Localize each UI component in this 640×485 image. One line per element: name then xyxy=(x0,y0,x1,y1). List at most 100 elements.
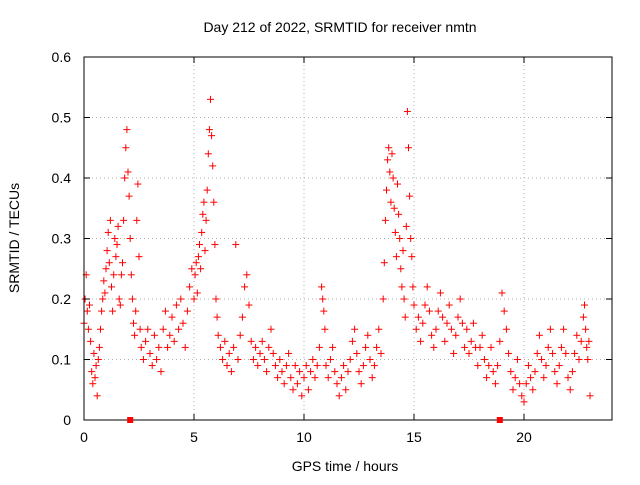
data-point xyxy=(177,295,185,303)
data-point xyxy=(241,283,249,291)
data-point xyxy=(478,331,486,339)
data-point xyxy=(439,313,447,321)
data-point xyxy=(114,222,122,230)
data-point xyxy=(549,349,557,357)
data-point xyxy=(123,126,131,134)
data-point xyxy=(571,349,579,357)
data-point xyxy=(489,368,497,376)
data-point xyxy=(193,289,201,297)
data-point xyxy=(553,380,561,388)
data-point xyxy=(172,301,180,309)
data-point xyxy=(353,349,361,357)
data-point xyxy=(511,374,519,382)
data-point xyxy=(276,356,284,363)
data-point xyxy=(101,289,109,297)
data-point xyxy=(394,180,401,188)
data-point xyxy=(212,295,220,303)
x-tick-label: 15 xyxy=(406,429,422,445)
data-point xyxy=(581,301,588,309)
data-point xyxy=(513,356,521,363)
y-tick-label: 0.5 xyxy=(52,110,72,126)
data-point xyxy=(318,283,326,291)
data-point xyxy=(441,337,449,345)
data-point xyxy=(522,380,530,388)
data-point xyxy=(542,362,550,370)
data-point xyxy=(188,265,196,273)
data-point xyxy=(135,253,143,261)
data-point xyxy=(319,295,327,303)
data-point xyxy=(364,331,372,339)
data-point xyxy=(391,228,399,236)
axis-marker xyxy=(496,417,503,423)
data-point xyxy=(293,380,301,388)
data-point xyxy=(219,356,227,363)
data-point xyxy=(208,132,216,140)
data-point xyxy=(315,343,323,351)
data-point xyxy=(379,295,387,303)
data-point xyxy=(263,368,271,376)
data-point xyxy=(216,343,224,351)
data-point xyxy=(380,259,388,267)
data-point xyxy=(260,356,268,363)
data-point xyxy=(133,216,141,224)
data-point xyxy=(454,313,462,321)
data-point xyxy=(300,374,308,382)
data-point xyxy=(403,107,411,115)
data-point xyxy=(348,337,356,345)
data-point xyxy=(110,271,118,279)
data-point xyxy=(566,386,574,394)
data-point xyxy=(507,368,515,376)
data-point xyxy=(252,343,260,351)
data-point xyxy=(331,368,339,376)
data-point xyxy=(88,368,96,376)
data-point xyxy=(430,343,438,351)
data-point xyxy=(157,368,165,376)
y-tick-label: 0.4 xyxy=(52,170,72,186)
data-point xyxy=(103,247,111,255)
data-point xyxy=(192,259,200,267)
data-point xyxy=(368,374,376,382)
data-point xyxy=(392,253,400,261)
data-point xyxy=(278,368,286,376)
data-point xyxy=(586,392,594,400)
data-point xyxy=(202,216,210,224)
data-point xyxy=(500,307,508,315)
data-point xyxy=(142,337,150,345)
data-point xyxy=(412,325,420,333)
data-point xyxy=(131,331,139,339)
data-point xyxy=(225,349,233,357)
data-point xyxy=(136,325,144,333)
data-point xyxy=(575,356,583,363)
data-point xyxy=(121,174,129,182)
data-point xyxy=(456,295,464,303)
data-point xyxy=(582,325,590,333)
data-point xyxy=(236,331,244,339)
data-point xyxy=(209,162,217,170)
data-point xyxy=(282,362,290,370)
data-point xyxy=(92,362,100,370)
data-point xyxy=(385,144,393,152)
data-point xyxy=(175,325,183,333)
data-point xyxy=(579,313,587,321)
data-point xyxy=(153,356,161,363)
data-point xyxy=(207,95,214,103)
data-point xyxy=(447,325,455,333)
data-point xyxy=(533,349,541,357)
data-point xyxy=(321,325,329,333)
data-point xyxy=(213,313,221,321)
data-point xyxy=(546,325,554,333)
data-point xyxy=(337,374,345,382)
data-point xyxy=(168,313,176,321)
data-point xyxy=(234,356,242,363)
data-point xyxy=(322,362,330,370)
data-point xyxy=(469,319,477,327)
data-point xyxy=(117,271,125,279)
data-point xyxy=(516,380,524,388)
data-point xyxy=(113,241,121,249)
data-point xyxy=(247,337,255,345)
data-point xyxy=(155,343,163,351)
data-point xyxy=(384,156,392,164)
data-point xyxy=(388,150,396,158)
data-point xyxy=(452,331,460,339)
y-tick-label: 0 xyxy=(63,412,71,428)
